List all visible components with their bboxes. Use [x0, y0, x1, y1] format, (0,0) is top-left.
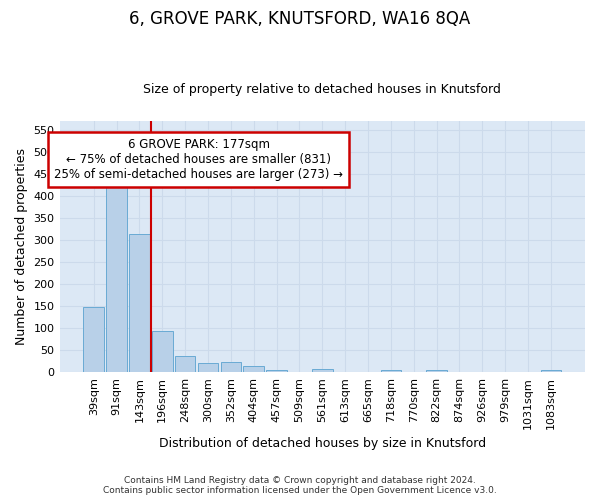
Bar [312, 369, 332, 372]
Bar [266, 370, 287, 372]
Y-axis label: Number of detached properties: Number of detached properties [15, 148, 28, 345]
Bar [129, 234, 150, 372]
Bar [198, 362, 218, 372]
Bar [106, 172, 127, 372]
Text: 6 GROVE PARK: 177sqm
← 75% of detached houses are smaller (831)
25% of semi-deta: 6 GROVE PARK: 177sqm ← 75% of detached h… [54, 138, 343, 182]
Bar [175, 356, 196, 372]
Text: Contains HM Land Registry data © Crown copyright and database right 2024.
Contai: Contains HM Land Registry data © Crown c… [103, 476, 497, 495]
Text: 6, GROVE PARK, KNUTSFORD, WA16 8QA: 6, GROVE PARK, KNUTSFORD, WA16 8QA [130, 10, 470, 28]
Bar [152, 331, 173, 372]
Bar [541, 370, 561, 372]
Title: Size of property relative to detached houses in Knutsford: Size of property relative to detached ho… [143, 83, 501, 96]
Bar [426, 370, 447, 372]
Bar [244, 366, 264, 372]
Bar [380, 370, 401, 372]
Bar [83, 306, 104, 372]
X-axis label: Distribution of detached houses by size in Knutsford: Distribution of detached houses by size … [159, 437, 486, 450]
Bar [221, 362, 241, 372]
